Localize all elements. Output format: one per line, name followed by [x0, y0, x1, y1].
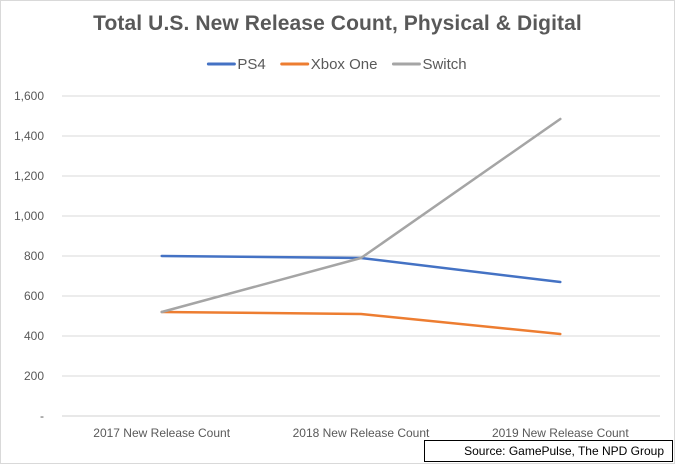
y-tick-label: 800 [24, 249, 44, 263]
series-line-switch [160, 117, 562, 314]
legend-label: PS4 [237, 56, 265, 73]
legend-label: Xbox One [311, 56, 378, 73]
y-tick-label: 400 [24, 329, 44, 343]
legend-item-ps4: PS4 [206, 56, 266, 73]
legend: PS4 Xbox One Switch [206, 56, 467, 73]
chart-title: Total U.S. New Release Count, Physical &… [93, 12, 582, 35]
y-tick-label: 200 [24, 369, 44, 383]
legend-item-switch: Switch [391, 56, 467, 73]
legend-label: Switch [422, 56, 466, 73]
series-line-xbox-one [160, 310, 562, 336]
y-tick-label: 1,200 [14, 169, 44, 183]
series-lines [160, 117, 562, 336]
source-note: Source: GamePulse, The NPD Group [424, 440, 673, 462]
legend-item-xbox-one: Xbox One [280, 56, 378, 73]
y-tick-label: 600 [24, 289, 44, 303]
x-axis-tick-labels: 2017 New Release Count 2018 New Release C… [93, 426, 629, 440]
y-tick-label: 1,400 [14, 129, 44, 143]
series-line-ps4 [160, 254, 562, 284]
x-tick-label: 2018 New Release Count [293, 426, 430, 440]
gridlines [62, 95, 660, 417]
y-tick-label: 1,000 [14, 209, 44, 223]
y-axis-tick-labels: - 200 400 600 800 1,000 1,200 1,400 1,600 [14, 89, 44, 423]
x-tick-label: 2017 New Release Count [93, 426, 230, 440]
y-tick-label: - [40, 409, 44, 423]
x-tick-label: 2019 New Release Count [492, 426, 629, 440]
y-tick-label: 1,600 [14, 89, 44, 103]
